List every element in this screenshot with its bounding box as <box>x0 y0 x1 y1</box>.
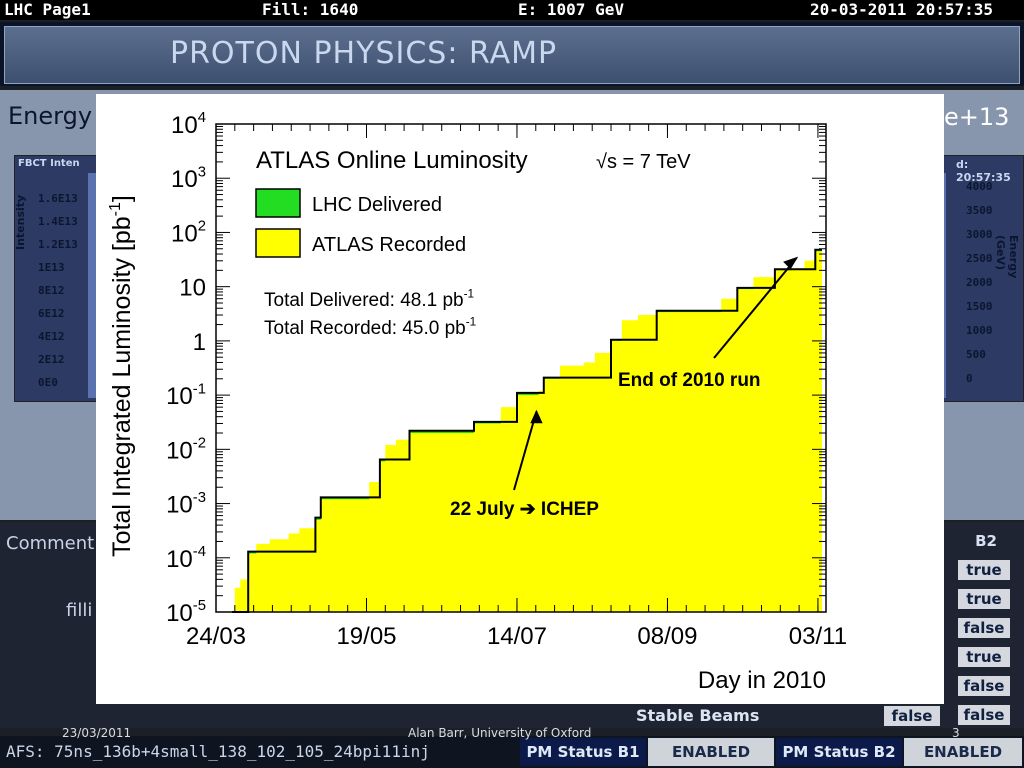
b2-status-value: true <box>958 589 1010 609</box>
b2-status-value: false <box>958 618 1010 638</box>
intensity-tick-label: 8E12 <box>38 284 65 297</box>
y-tick-label: 10-4 <box>166 544 206 573</box>
title-banner-inner <box>4 26 1020 84</box>
intensity-tick-label: 1.6E13 <box>38 192 78 205</box>
fill-number: Fill: 1640 <box>262 0 359 19</box>
intensity-tick-label: 4E12 <box>38 330 65 343</box>
x-tick-label: 08/09 <box>637 623 697 650</box>
energy-tick-label: 4000 <box>966 180 993 193</box>
energy-tick-label: 2000 <box>966 276 993 289</box>
energy-label: √s = 7 TeV <box>596 151 691 173</box>
filling-label: filli <box>66 600 93 621</box>
energy-axis-label: Energy (GeV) <box>994 235 1020 279</box>
y-tick-label: 10 <box>179 275 206 302</box>
pm-status-b2-value: ENABLED <box>904 738 1022 766</box>
energy-right-value: e+13 <box>944 103 1010 131</box>
energy-tick-label: 1500 <box>966 300 993 313</box>
pm-status-b1-value: ENABLED <box>648 738 774 766</box>
luminosity-figure: 104 103 102 10 1 10-1 10-2 10-3 10-4 10-5 24/03 19… <box>96 94 944 704</box>
energy-tick-label: 0 <box>966 372 973 385</box>
annotation-arrow-line <box>513 411 538 491</box>
legend-label: ATLAS Recorded <box>312 234 466 256</box>
y-axis-label: Total Integrated Luminosity [pb-1] <box>107 195 136 557</box>
intensity-tick-label: 2E12 <box>38 353 65 366</box>
beam-energy: E: 1007 GeV <box>518 0 624 19</box>
energy-tick-label: 2500 <box>966 252 993 265</box>
legend-swatch <box>255 188 301 218</box>
y-tick-label: 104 <box>171 110 206 139</box>
comment-label: Comment <box>6 533 95 554</box>
top-status-bar: LHC Page1 Fill: 1640 E: 1007 GeV 20-03-2… <box>0 0 1024 20</box>
y-tick-label: 1 <box>193 329 206 356</box>
end-of-run-annotation: End of 2010 run <box>618 370 761 391</box>
y-tick-label: 10-1 <box>166 381 206 410</box>
energy-tick-label: 3500 <box>966 204 993 217</box>
x-tick-label: 24/03 <box>186 623 246 650</box>
pm-status-b2-label: PM Status B2 <box>776 738 902 766</box>
total-label: Total Recorded: 45.0 pb-1 <box>264 315 476 339</box>
intensity-axis-label: Intensity <box>14 194 27 250</box>
y-tick-label: 10-5 <box>166 598 206 627</box>
ichep-annotation: 22 July ➔ ICHEP <box>450 499 599 520</box>
x-axis-label: Day in 2010 <box>698 667 826 694</box>
intensity-tick-label: 0E0 <box>38 376 58 389</box>
energy-tick-label: 1000 <box>966 324 993 337</box>
intensity-tick-label: 1E13 <box>38 261 65 274</box>
energy-tick-label: 3000 <box>966 228 993 241</box>
y-tick-label: 103 <box>171 164 206 193</box>
x-tick-label: 19/05 <box>336 623 396 650</box>
chart-title: ATLAS Online Luminosity <box>256 147 528 174</box>
timestamp: 20-03-2011 20:57:35 <box>810 0 994 19</box>
slide-author: Alan Barr, University of Oxford <box>408 726 592 740</box>
intensity-tick-label: 1.4E13 <box>38 215 78 228</box>
annotation-arrowhead <box>783 256 799 270</box>
intensity-tick-label: 1.2E13 <box>38 238 78 251</box>
slide-date: 23/03/2011 <box>62 726 132 740</box>
page-title: PROTON PHYSICS: RAMP <box>170 36 558 71</box>
fbct-label: FBCT Inten <box>18 158 80 169</box>
b2-status-value: true <box>958 647 1010 667</box>
recorded-area <box>232 251 823 612</box>
delivered-line <box>232 248 822 613</box>
afs-status: AFS: 75ns_136b+4small_138_102_105_24bpi1… <box>6 742 430 761</box>
b2-header: B2 <box>950 530 1022 552</box>
b2-status-value: true <box>958 560 1010 580</box>
legend-swatch <box>255 228 301 258</box>
stable-beams-b1-status: false <box>884 706 940 726</box>
annotation-arrow-line <box>713 257 798 359</box>
total-label: Total Delivered: 48.1 pb-1 <box>264 287 474 311</box>
y-tick-label: 10-2 <box>166 436 206 465</box>
b2-status-value: false <box>958 676 1010 696</box>
intensity-tick-label: 6E12 <box>38 307 65 320</box>
energy-tick-label: 500 <box>966 348 986 361</box>
y-tick-label: 10-3 <box>166 490 206 519</box>
plot-time-label: d: 20:57:35 <box>956 158 1011 184</box>
plot-frame <box>215 123 827 613</box>
pm-status-b1-label: PM Status B1 <box>520 738 646 766</box>
x-tick-label: 14/07 <box>487 623 547 650</box>
energy-label: Energy <box>8 102 93 130</box>
annotation-arrowhead <box>530 409 543 424</box>
legend-label: LHC Delivered <box>312 194 442 216</box>
stable-beams-label: Stable Beams <box>636 706 760 725</box>
y-tick-label: 102 <box>171 219 206 248</box>
slide-page-number: 3 <box>952 726 960 740</box>
x-tick-label: 03/11 <box>789 623 847 650</box>
b2-status-value: false <box>958 705 1010 725</box>
page-name: LHC Page1 <box>4 0 91 19</box>
